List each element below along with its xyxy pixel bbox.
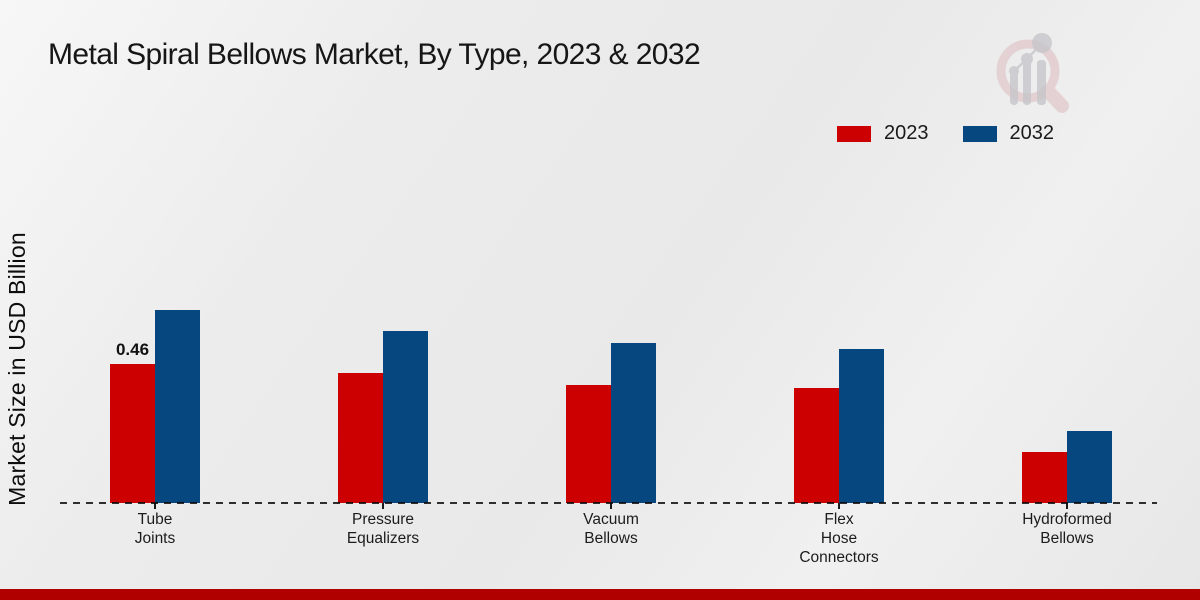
chart-title: Metal Spiral Bellows Market, By Type, 20… [48, 38, 701, 71]
bar-value-label: 0.46 [115, 340, 150, 359]
x-axis-tick [382, 503, 384, 509]
legend-item-2032: 2032 [962, 122, 1055, 145]
x-axis-tick [838, 503, 840, 509]
category-label: Tube Joints [134, 511, 176, 547]
category-label: Hydroformed Bellows [1022, 511, 1112, 547]
bar-2023-1 [338, 373, 383, 503]
bar-2023-4 [1022, 452, 1067, 503]
magnifier-bar-chart-logo-icon [996, 33, 1069, 113]
bar-2023-3 [794, 388, 839, 503]
legend-label-2023: 2023 [884, 122, 929, 144]
category-label: Flex Hose Connectors [799, 511, 879, 566]
footer-strip [0, 589, 1200, 600]
legend-swatch-2032 [962, 125, 997, 142]
x-axis-tick [154, 503, 156, 509]
legend-swatch-2023 [837, 125, 871, 142]
bar-2032-1 [383, 331, 428, 503]
category-label: Pressure Equalizers [346, 511, 420, 547]
bar-2032-4 [1067, 431, 1112, 503]
bar-2023-2 [566, 385, 611, 503]
legend-label-2032: 2032 [1009, 122, 1055, 144]
legend-item-2023: 2023 [837, 122, 929, 145]
bar-2032-0 [155, 310, 200, 503]
category-label: Vacuum Bellows [583, 511, 639, 547]
bar-2032-3 [839, 349, 884, 503]
bar-2023-0 [110, 364, 155, 503]
legend: 2023 2032 [837, 122, 1054, 145]
x-axis-tick [610, 503, 612, 509]
bar-2032-2 [611, 343, 656, 503]
x-axis-baseline [60, 502, 1157, 504]
x-axis-tick [1066, 503, 1068, 509]
